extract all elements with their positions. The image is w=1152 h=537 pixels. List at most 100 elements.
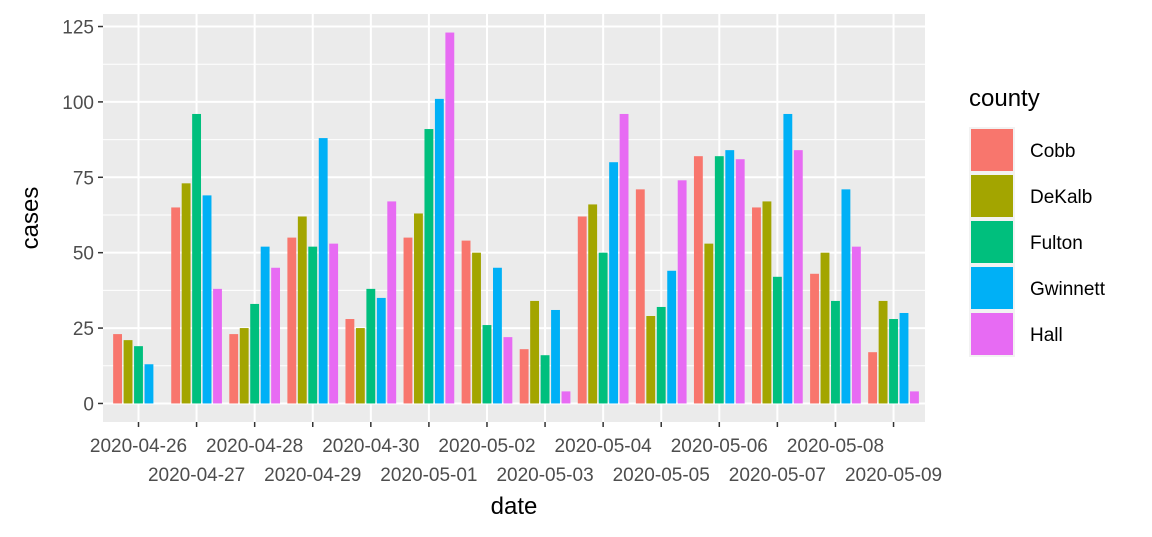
bar xyxy=(297,216,307,404)
y-axis-title: cases xyxy=(17,187,44,250)
y-tick-label: 125 xyxy=(62,18,94,39)
x-tick-label: 2020-05-09 xyxy=(845,465,942,486)
bar xyxy=(519,349,529,404)
bar xyxy=(472,252,481,404)
bar xyxy=(889,319,898,404)
bar xyxy=(355,328,365,404)
bar xyxy=(445,32,455,404)
bar xyxy=(213,288,222,404)
bar xyxy=(329,243,339,404)
bar xyxy=(144,364,154,404)
bar xyxy=(677,180,687,404)
legend-label: DeKalb xyxy=(1030,187,1092,208)
bar xyxy=(345,319,355,404)
y-tick-label: 0 xyxy=(83,394,94,415)
x-tick-label: 2020-04-26 xyxy=(90,436,187,457)
x-axis: 2020-04-26 2020-04-27 2020-04-28 2020-04-29… xyxy=(90,422,942,486)
bar xyxy=(250,303,260,404)
x-tick-label: 2020-04-30 xyxy=(322,436,419,457)
bar xyxy=(493,267,502,404)
x-tick-label: 2020-05-07 xyxy=(729,465,826,486)
bar xyxy=(482,325,492,404)
bar xyxy=(762,201,772,404)
bar xyxy=(540,355,550,404)
y-tick-label: 100 xyxy=(62,93,94,114)
bar xyxy=(376,297,386,404)
bar xyxy=(461,240,471,404)
bar xyxy=(910,391,919,404)
y-tick-label: 75 xyxy=(73,168,94,189)
bar xyxy=(123,340,133,404)
legend-swatch xyxy=(971,221,1013,263)
bar xyxy=(619,113,629,404)
bar xyxy=(609,162,619,404)
y-tick-label: 25 xyxy=(73,319,94,340)
x-tick-label: 2020-04-29 xyxy=(264,465,361,486)
y-axis: 0 25 50 75 100 125 xyxy=(62,18,103,415)
bar xyxy=(202,195,212,404)
bars xyxy=(113,32,919,404)
bar xyxy=(551,309,560,404)
x-tick-label: 2020-04-27 xyxy=(148,465,245,486)
legend: county Cobb DeKalb Fulton Gwinnett Hall xyxy=(969,85,1106,357)
bar xyxy=(113,334,123,404)
bar xyxy=(752,207,761,404)
x-axis-title: date xyxy=(491,493,538,520)
bar xyxy=(878,300,888,404)
bar xyxy=(239,328,249,404)
legend-swatch xyxy=(971,175,1013,217)
x-tick-label: 2020-05-01 xyxy=(380,465,477,486)
bar xyxy=(793,150,803,404)
legend-swatch xyxy=(971,267,1013,309)
x-tick-label: 2020-05-03 xyxy=(496,465,593,486)
bar xyxy=(577,216,587,404)
bar xyxy=(387,201,397,404)
bar xyxy=(704,243,714,404)
bar xyxy=(841,189,851,404)
bar xyxy=(725,150,735,404)
legend-swatch xyxy=(971,129,1013,171)
bar xyxy=(287,237,297,404)
legend-label: Fulton xyxy=(1030,233,1083,254)
bar xyxy=(899,312,909,404)
bar xyxy=(403,237,413,404)
x-tick-label: 2020-04-28 xyxy=(206,436,303,457)
bar xyxy=(171,207,181,404)
bar xyxy=(851,246,861,404)
bar xyxy=(181,183,191,404)
bar xyxy=(229,334,239,404)
bar xyxy=(868,352,878,404)
bar xyxy=(318,138,328,404)
legend-swatch xyxy=(971,313,1013,355)
bar xyxy=(434,98,444,404)
y-tick-label: 50 xyxy=(73,244,94,265)
x-tick-label: 2020-05-04 xyxy=(555,436,653,457)
bar xyxy=(561,391,571,404)
bar xyxy=(646,316,656,404)
bar xyxy=(598,252,608,404)
bar xyxy=(588,204,598,404)
bar xyxy=(714,156,724,404)
bar xyxy=(134,346,143,404)
bar xyxy=(414,213,423,404)
legend-title: county xyxy=(969,85,1040,112)
legend-label: Gwinnett xyxy=(1030,279,1106,300)
bar xyxy=(656,306,666,404)
bar xyxy=(820,252,830,404)
bar xyxy=(192,113,202,404)
x-tick-label: 2020-05-08 xyxy=(787,436,884,457)
x-tick-label: 2020-05-05 xyxy=(613,465,710,486)
legend-label: Hall xyxy=(1030,325,1063,346)
bar xyxy=(424,129,434,404)
bar xyxy=(831,300,840,404)
bar xyxy=(772,276,782,404)
x-tick-label: 2020-05-02 xyxy=(438,436,535,457)
bar xyxy=(783,113,793,404)
bar xyxy=(810,273,819,404)
bar xyxy=(530,300,540,404)
bar xyxy=(735,159,745,404)
bar xyxy=(693,156,703,404)
bar xyxy=(667,270,677,404)
x-tick-label: 2020-05-06 xyxy=(671,436,768,457)
bar xyxy=(260,246,270,404)
